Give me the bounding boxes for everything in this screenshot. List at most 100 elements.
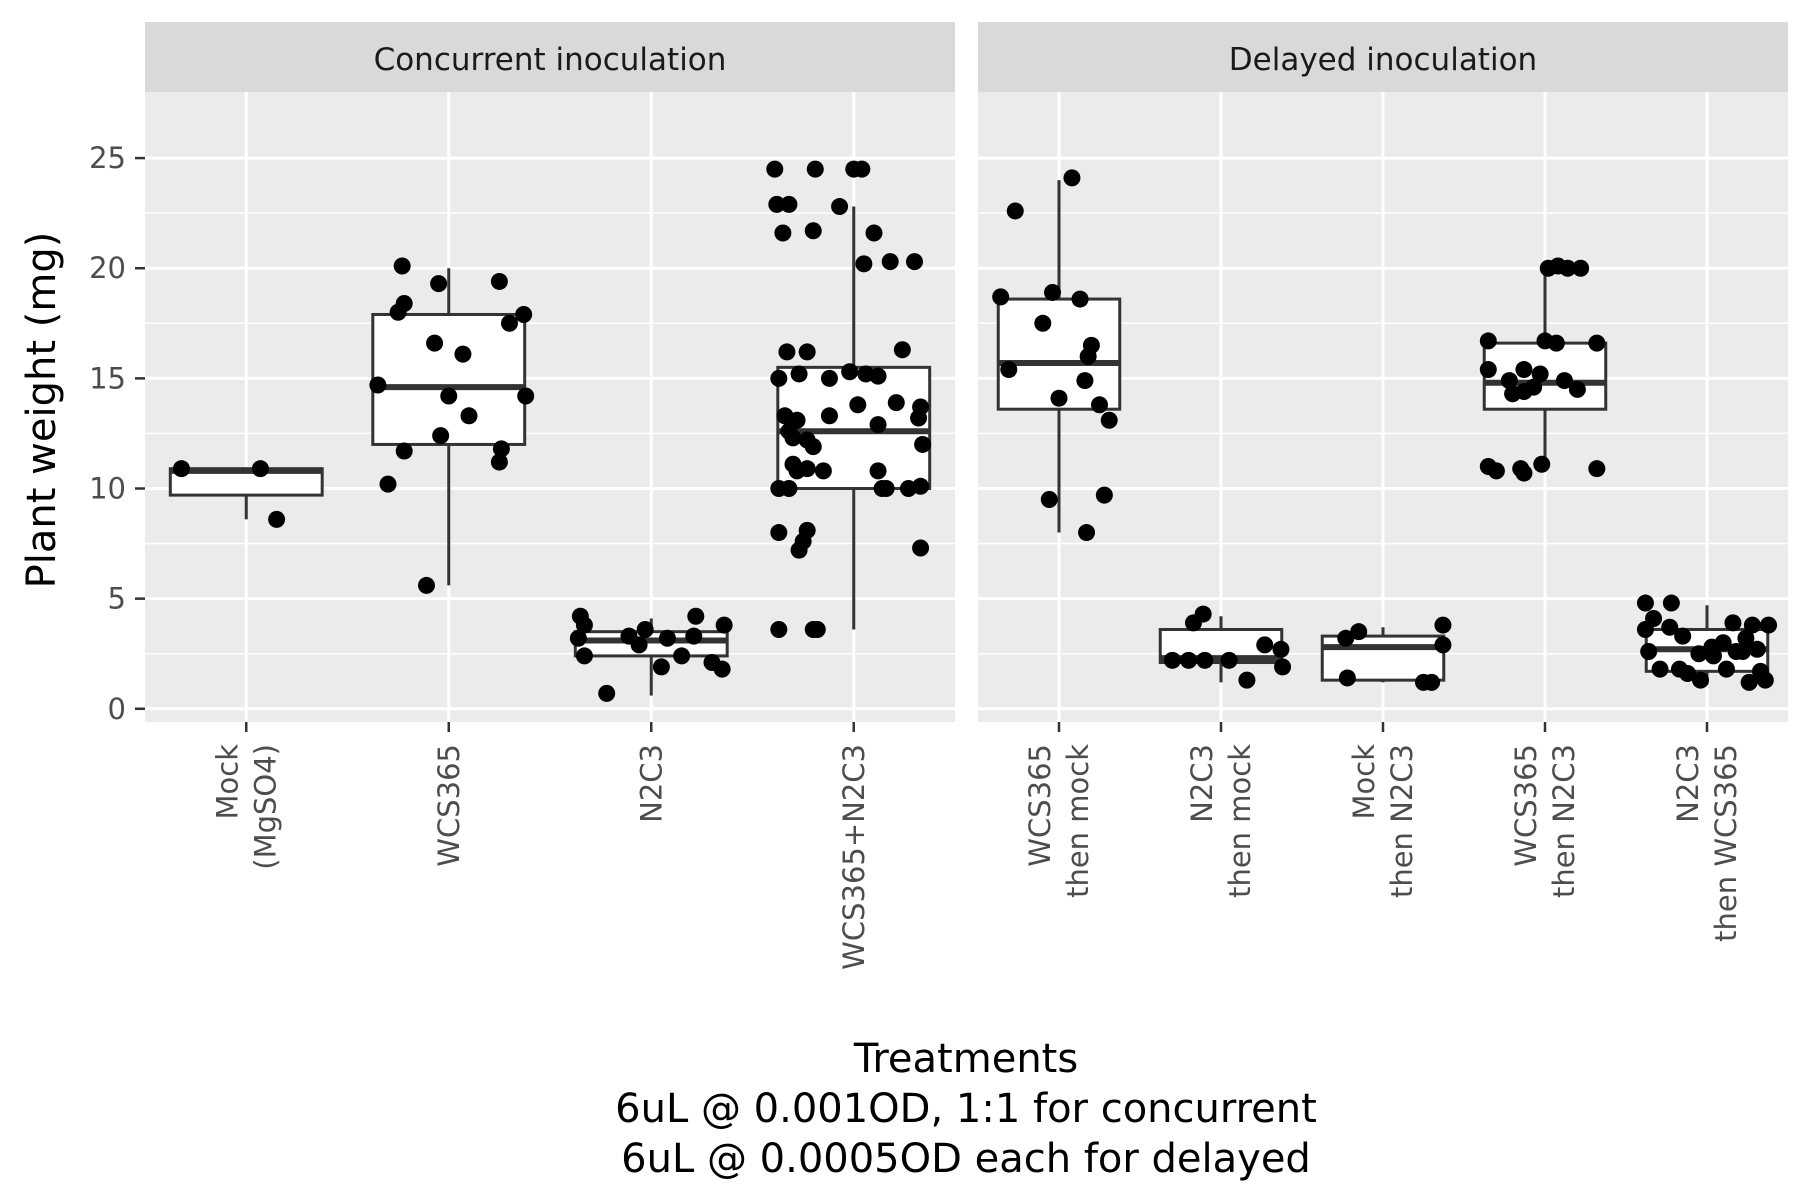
strip-concurrent xyxy=(145,22,955,92)
data-point xyxy=(1196,651,1214,669)
data-point xyxy=(1479,332,1497,350)
facet-marks-1 xyxy=(978,92,1788,722)
data-point xyxy=(778,343,796,361)
data-point xyxy=(853,160,871,178)
data-point xyxy=(1063,169,1081,187)
box xyxy=(371,312,527,446)
x-tick-label-line: WCS365 xyxy=(1023,744,1057,867)
data-point xyxy=(1040,491,1058,509)
data-point xyxy=(454,345,472,363)
data-point xyxy=(849,396,867,414)
x-tick-label-line: then N2C3 xyxy=(1547,744,1581,898)
data-point xyxy=(1533,455,1551,473)
data-point xyxy=(517,387,535,405)
data-point xyxy=(426,334,444,352)
data-point xyxy=(1050,389,1068,407)
data-point xyxy=(1076,372,1094,390)
data-point xyxy=(798,343,816,361)
data-point xyxy=(887,394,905,412)
data-point xyxy=(770,620,788,638)
facet-marks-0 xyxy=(145,92,955,722)
data-point xyxy=(1487,462,1505,480)
y-axis-title: Plant weight (mg) xyxy=(19,232,65,589)
y-tick-label: 15 xyxy=(89,361,126,395)
data-point xyxy=(713,660,731,678)
x-tick-label-line: WCS365 xyxy=(1509,744,1543,867)
data-point xyxy=(774,224,792,242)
data-point xyxy=(1100,411,1118,429)
group-1-2 xyxy=(1320,616,1452,691)
group-0-1 xyxy=(369,257,535,594)
x-tick-label-line: Mock xyxy=(1347,744,1381,820)
data-point xyxy=(1071,290,1089,308)
x-axis-title-line-2: 6uL @ 0.001OD, 1:1 for concurrent xyxy=(615,1086,1317,1132)
data-point xyxy=(804,438,822,456)
data-point xyxy=(790,541,808,559)
chart-marks xyxy=(145,92,1788,722)
data-point xyxy=(575,647,593,665)
data-point xyxy=(1734,643,1752,661)
x-tick-label: Mock (MgSO4) xyxy=(210,744,282,870)
data-point xyxy=(1423,673,1441,691)
facet-title-concurrent: Concurrent inoculation xyxy=(374,42,727,78)
data-point xyxy=(440,387,458,405)
group-0-0 xyxy=(168,460,324,528)
data-point xyxy=(1338,669,1356,687)
data-point xyxy=(912,539,930,557)
x-tick-label-line: N2C3 xyxy=(634,744,668,823)
data-point xyxy=(1479,361,1497,379)
group-1-3 xyxy=(1479,257,1608,482)
data-point xyxy=(658,629,676,647)
data-point xyxy=(1531,365,1549,383)
data-point xyxy=(806,160,824,178)
data-point xyxy=(820,407,838,425)
group-1-1 xyxy=(1158,605,1292,689)
data-point xyxy=(770,524,788,542)
x-tick-label: WCS365+N2C3 xyxy=(837,744,871,970)
data-point xyxy=(808,620,826,638)
x-tick-label: WCS365 then N2C3 xyxy=(1509,744,1581,898)
data-point xyxy=(636,620,654,638)
data-point xyxy=(869,416,887,434)
data-point xyxy=(1006,202,1024,220)
x-tick-label-line: (MgSO4) xyxy=(248,744,282,870)
x-axis: Mock (MgSO4) WCS365 N2C3 WCS365+N2C3 WCS365 th… xyxy=(210,722,1743,970)
x-tick-label-line: WCS365 xyxy=(432,744,466,867)
data-point xyxy=(687,607,705,625)
data-point xyxy=(1756,671,1774,689)
group-1-4 xyxy=(1636,594,1778,691)
data-point xyxy=(1588,334,1606,352)
data-point xyxy=(1034,314,1052,332)
data-point xyxy=(1651,660,1669,678)
data-point xyxy=(630,636,648,654)
data-point xyxy=(1180,651,1198,669)
x-tick-label-line: N2C3 xyxy=(1671,744,1705,823)
data-point xyxy=(1515,361,1533,379)
x-tick-label-line: WCS365+N2C3 xyxy=(837,744,871,970)
data-point xyxy=(1568,380,1586,398)
data-point xyxy=(780,480,798,498)
x-tick-label-line: Mock xyxy=(210,744,244,820)
data-point xyxy=(1717,660,1735,678)
data-point xyxy=(1163,651,1181,669)
data-point xyxy=(460,407,478,425)
y-tick-label: 0 xyxy=(108,692,126,726)
data-point xyxy=(395,442,413,460)
data-point xyxy=(1704,647,1722,665)
data-point xyxy=(881,253,899,271)
data-point xyxy=(1559,259,1577,277)
data-point xyxy=(1674,627,1692,645)
data-point xyxy=(1737,629,1755,647)
data-point xyxy=(1078,524,1096,542)
data-point xyxy=(780,195,798,213)
data-point xyxy=(855,255,873,273)
data-point xyxy=(912,477,930,495)
data-point xyxy=(768,195,786,213)
data-point xyxy=(1220,651,1238,669)
data-point xyxy=(515,305,533,323)
facet-title-delayed: Delayed inoculation xyxy=(1229,42,1537,78)
data-point xyxy=(430,275,448,293)
x-tick-label: WCS365 xyxy=(432,744,466,867)
data-point xyxy=(784,429,802,447)
